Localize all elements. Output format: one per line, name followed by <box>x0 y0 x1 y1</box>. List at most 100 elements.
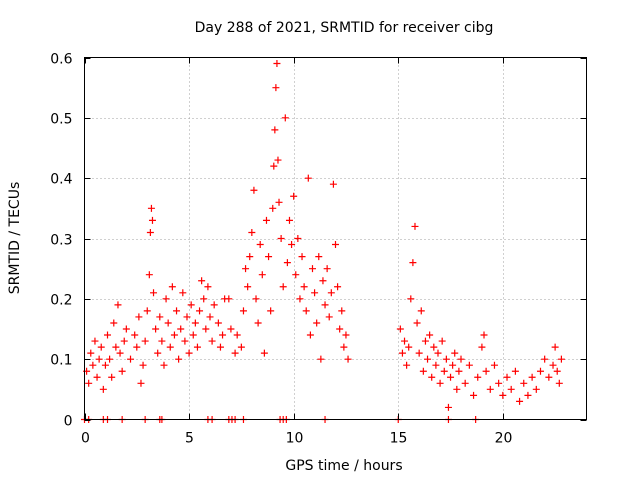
data-point <box>290 192 298 200</box>
data-point <box>269 204 277 212</box>
data-point <box>430 343 438 351</box>
data-point <box>258 271 266 279</box>
data-point <box>411 222 419 230</box>
data-point <box>317 355 325 363</box>
data-point <box>260 349 268 357</box>
data-point <box>461 379 469 387</box>
data-point <box>470 391 478 399</box>
data-point <box>440 367 448 375</box>
data-point <box>198 277 206 285</box>
data-point <box>162 295 170 303</box>
data-point <box>250 186 258 194</box>
data-point <box>292 271 300 279</box>
data-point <box>503 373 511 381</box>
data-point <box>181 337 189 345</box>
data-point <box>327 289 335 297</box>
data-point <box>137 379 145 387</box>
data-point <box>156 313 164 321</box>
data-point <box>480 331 488 339</box>
data-point <box>114 301 122 309</box>
data-point <box>557 355 565 363</box>
data-point <box>398 349 406 357</box>
data-point <box>334 283 342 291</box>
data-point <box>426 331 434 339</box>
x-tick-label: 20 <box>495 431 513 447</box>
chart-title: Day 288 of 2021, SRMTID for receiver cib… <box>195 20 494 36</box>
data-point <box>204 283 212 291</box>
data-point <box>465 361 473 369</box>
data-point <box>187 301 195 309</box>
data-point <box>202 325 210 333</box>
data-point <box>520 379 528 387</box>
data-point <box>231 349 239 357</box>
data-point <box>164 319 172 327</box>
data-point <box>407 295 415 303</box>
data-point <box>252 295 260 303</box>
data-point <box>507 385 515 393</box>
data-point <box>413 319 421 327</box>
data-point <box>93 373 101 381</box>
data-point <box>271 126 279 134</box>
data-point <box>482 367 490 375</box>
data-point <box>225 295 233 303</box>
data-point <box>300 283 308 291</box>
data-point <box>457 355 465 363</box>
data-point <box>304 174 312 182</box>
data-point <box>405 343 413 351</box>
data-point <box>401 337 409 345</box>
data-point <box>173 307 181 315</box>
data-point <box>200 295 208 303</box>
y-axis-label: SRMTID / TECUs <box>7 182 23 295</box>
data-point <box>432 361 440 369</box>
data-point <box>553 367 561 375</box>
data-point <box>306 331 314 339</box>
data-point <box>495 379 503 387</box>
data-point <box>499 391 507 399</box>
data-point <box>490 361 498 369</box>
data-point <box>336 325 344 333</box>
data-point <box>298 253 306 261</box>
data-point <box>313 319 321 327</box>
data-point <box>308 265 316 273</box>
x-axis-label: GPS time / hours <box>285 458 402 474</box>
data-point <box>288 241 296 249</box>
plot-frame <box>84 57 587 420</box>
data-point <box>302 307 310 315</box>
data-point <box>436 379 444 387</box>
data-point <box>118 367 126 375</box>
grid-layer <box>84 57 587 420</box>
data-point <box>133 343 141 351</box>
data-point <box>177 325 185 333</box>
data-point <box>332 241 339 249</box>
data-point <box>545 373 553 381</box>
data-point <box>116 349 124 357</box>
ticks-layer: 0 0.1 0.2 0.3 0.4 0.5 0.6 0 5 10 15 20 <box>50 52 587 447</box>
data-point <box>474 373 482 381</box>
data-point <box>127 355 135 363</box>
data-point <box>183 313 191 321</box>
data-point <box>419 367 427 375</box>
data-point <box>101 361 109 369</box>
data-point <box>246 253 254 261</box>
data-point <box>219 331 227 339</box>
y-tick-label: 0.1 <box>50 353 72 369</box>
data-point <box>95 355 103 363</box>
data-point <box>296 295 304 303</box>
data-point <box>277 235 285 242</box>
data-point <box>438 337 446 345</box>
data-point <box>196 307 204 315</box>
data-point <box>146 228 154 236</box>
data-point <box>145 271 153 279</box>
data-point <box>87 349 95 357</box>
data-point <box>415 349 423 357</box>
data-point <box>135 313 143 321</box>
data-point <box>248 228 256 236</box>
data-point <box>108 373 116 381</box>
data-point <box>338 307 346 315</box>
data-point <box>340 343 348 351</box>
data-point <box>89 361 97 369</box>
data-point <box>242 265 250 273</box>
data-point <box>254 319 262 327</box>
data-point <box>210 301 218 309</box>
data-point <box>270 162 278 170</box>
